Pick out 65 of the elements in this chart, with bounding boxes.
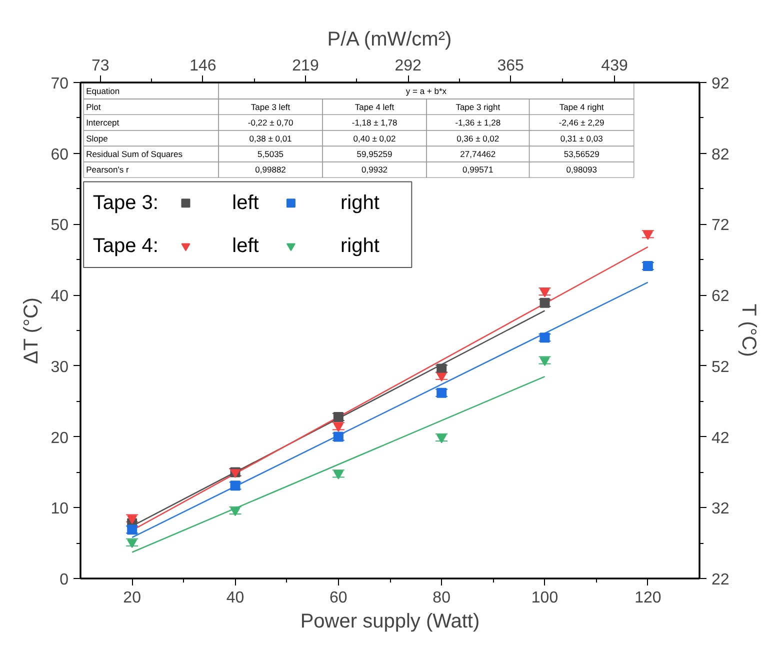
annotation: Intercept <box>86 118 120 128</box>
y2-tick-label: 62 <box>712 288 730 306</box>
annotation: 53,56529 <box>564 149 600 159</box>
annotation: Tape 3 left <box>250 102 291 112</box>
y-tick-label: 10 <box>50 500 69 518</box>
annotation: 0,99882 <box>255 164 286 175</box>
y2-tick-label: 82 <box>712 146 730 164</box>
annotation: 0,99571 <box>462 164 494 175</box>
annotation: -1,18 ± 1,78 <box>352 118 398 128</box>
annotation: Pearson's r <box>86 164 129 175</box>
y-tick-label: 20 <box>50 430 69 447</box>
annotation: Tape 3 right <box>456 102 501 112</box>
annotation: 0,98093 <box>566 164 598 175</box>
y-tick-label: 0 <box>60 572 69 588</box>
annotation: Equation <box>86 86 120 96</box>
y2-axis-title: T (°C) <box>737 304 760 357</box>
annotation: Plot <box>86 102 102 112</box>
x-axis-title: Power supply (Watt) <box>300 610 480 632</box>
y-tick-label: 60 <box>50 146 69 164</box>
annotation: 0,9932 <box>362 164 388 175</box>
y2-tick-label: 42 <box>712 430 730 447</box>
legend-label: left <box>232 192 260 214</box>
annotation: Residual Sum of Squares <box>86 149 182 159</box>
annotation: 0,40 ± 0,02 <box>353 133 396 144</box>
legend-label: right <box>340 192 380 214</box>
x-tick-label: 120 <box>634 590 662 606</box>
annotation: 0,36 ± 0,02 <box>456 133 500 144</box>
x2-axis-title: P/A (mW/cm²) <box>327 28 452 50</box>
annotation: Tape 3: <box>92 192 158 214</box>
annotation: 59,95259 <box>356 149 393 159</box>
legend-label: right <box>340 235 380 258</box>
x-tick-label: 100 <box>531 590 558 606</box>
annotation: Tape 4 left <box>354 102 395 112</box>
annotation: 27,74462 <box>460 149 496 159</box>
y2-tick-label: 52 <box>712 358 730 376</box>
x2-tick-label: 73 <box>92 58 110 74</box>
annotation: 0,38 ± 0,01 <box>249 133 292 144</box>
annotation: 5,5035 <box>258 149 284 159</box>
annotation: Tape 4 right <box>559 102 604 112</box>
x-tick-label: 80 <box>432 590 451 606</box>
x-tick-label: 20 <box>123 590 142 606</box>
x2-tick-label: 219 <box>292 58 319 74</box>
annotation: -1,36 ± 1,28 <box>455 118 501 128</box>
annotation: Tape 4: <box>92 235 158 258</box>
y-tick-label: 30 <box>50 358 69 376</box>
y-tick-label: 70 <box>50 76 69 92</box>
annotation: y = a + b*x <box>406 86 448 96</box>
x-tick-label: 40 <box>226 590 244 606</box>
y-tick-label: 50 <box>50 217 69 234</box>
x2-tick-label: 439 <box>601 58 628 74</box>
x2-tick-label: 146 <box>190 58 216 74</box>
legend-label: left <box>232 235 260 258</box>
annotation: -0,22 ± 0,70 <box>248 118 294 128</box>
y2-tick-label: 92 <box>712 76 730 92</box>
y2-tick-label: 72 <box>712 217 730 234</box>
y-tick-label: 40 <box>50 288 69 306</box>
y-axis-title: ΔT (°C) <box>20 297 43 364</box>
x2-tick-label: 292 <box>394 58 422 74</box>
annotation: -2,46 ± 2,29 <box>558 118 605 128</box>
x-tick-label: 60 <box>330 590 348 606</box>
y2-tick-label: 22 <box>712 572 730 588</box>
annotation: 0,31 ± 0,03 <box>560 133 604 144</box>
annotation: Slope <box>86 133 108 144</box>
y2-tick-label: 32 <box>712 500 730 518</box>
x2-tick-label: 365 <box>497 58 524 74</box>
